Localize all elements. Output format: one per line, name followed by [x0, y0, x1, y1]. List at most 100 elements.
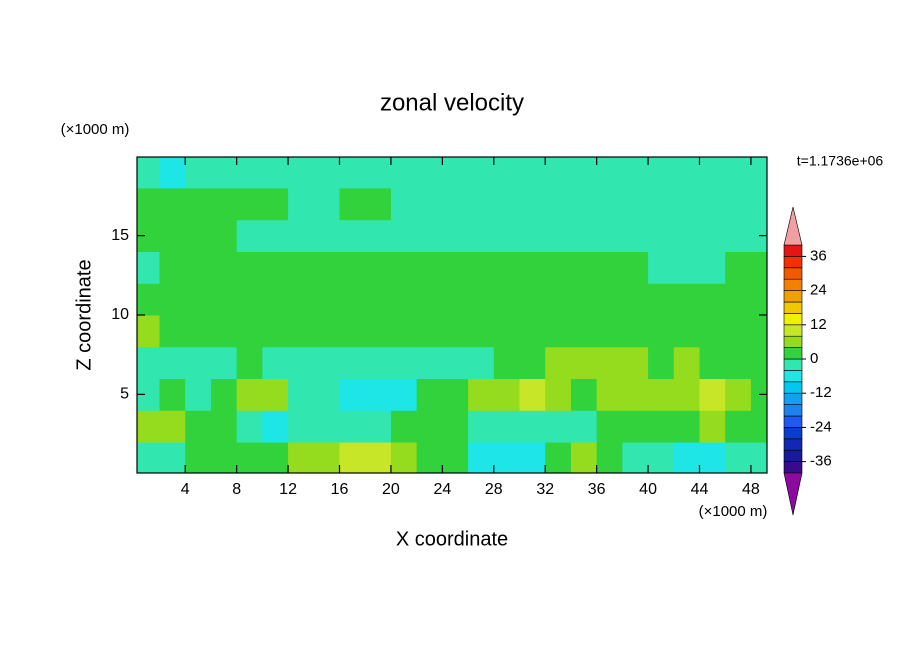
- contour-field: [137, 157, 767, 473]
- contour-cell: [519, 219, 546, 252]
- contour-cell: [288, 187, 315, 221]
- x-axis-label: X coordinate: [396, 528, 508, 550]
- contour-cell: [622, 187, 649, 221]
- contour-cell: [390, 219, 418, 252]
- contour-cell: [288, 410, 315, 443]
- contour-cell: [673, 219, 700, 252]
- contour-cell: [313, 157, 340, 189]
- colorbar-label: 24: [810, 282, 827, 299]
- contour-cell: [365, 378, 392, 411]
- contour-cell: [210, 283, 238, 316]
- contour-cell: [673, 378, 700, 411]
- contour-cell: [519, 378, 546, 411]
- contour-cell: [596, 442, 623, 473]
- contour-cell: [622, 157, 649, 189]
- contour-cell: [622, 410, 649, 443]
- contour-cell: [159, 251, 186, 284]
- contour-cell: [339, 251, 366, 284]
- contour-cell: [545, 378, 572, 411]
- contour-cell: [416, 378, 443, 411]
- x-tick-label: 44: [691, 481, 709, 498]
- contour-cell: [699, 410, 726, 443]
- contour-cell: [185, 442, 212, 473]
- contour-cell: [288, 378, 315, 411]
- colorbar-extension: [783, 206, 803, 246]
- contour-cell: [545, 157, 572, 189]
- contour-cell: [545, 315, 572, 348]
- contour-cell: [596, 219, 623, 252]
- y-unit: (×1000 m): [61, 121, 130, 138]
- contour-cell: [622, 283, 649, 316]
- contour-cell: [648, 378, 675, 411]
- contour-cell: [390, 378, 418, 411]
- contour-cell: [236, 442, 263, 473]
- contour-cell: [365, 157, 392, 189]
- contour-cell: [673, 410, 700, 443]
- contour-cell: [236, 251, 263, 284]
- colorbar-extension: [783, 472, 803, 516]
- contour-cell: [185, 315, 212, 348]
- x-tick-label: 16: [331, 481, 349, 498]
- contour-cell: [159, 315, 186, 348]
- contour-cell: [416, 442, 443, 473]
- colorbar-box: [783, 404, 803, 417]
- contour-cell: [262, 187, 289, 221]
- contour-cell: [648, 410, 675, 443]
- contour-cell: [288, 219, 315, 252]
- x-tick-label: 28: [485, 481, 503, 498]
- contour-cell: [468, 187, 495, 221]
- contour-cell: [442, 378, 469, 411]
- contour-cell: [185, 187, 212, 221]
- contour-cell: [519, 442, 546, 473]
- contour-cell: [750, 187, 767, 221]
- contour-cell: [236, 410, 263, 443]
- contour-cell: [622, 315, 649, 348]
- contour-cell: [725, 283, 752, 316]
- contour-cell: [365, 410, 392, 443]
- contour-cell: [313, 219, 340, 252]
- contour-cell: [390, 187, 418, 221]
- contour-cell: [725, 251, 752, 284]
- contour-cell: [236, 315, 263, 348]
- contour-cell: [570, 315, 598, 348]
- contour-cell: [468, 346, 495, 380]
- contour-cell: [699, 283, 726, 316]
- contour-cell: [622, 442, 649, 473]
- contour-cell: [288, 346, 315, 380]
- colorbar-label: -24: [810, 418, 832, 435]
- contour-cell: [545, 346, 572, 380]
- y-axis-label: Z coordinate: [73, 259, 95, 370]
- contour-cell: [442, 251, 469, 284]
- contour-cell: [137, 283, 160, 316]
- contour-cell: [673, 157, 700, 189]
- contour-cell: [236, 187, 263, 221]
- contour-cell: [648, 315, 675, 348]
- contour-cell: [185, 378, 212, 411]
- contour-cell: [648, 251, 675, 284]
- x-tick-label: 8: [232, 481, 241, 498]
- contour-cell: [519, 283, 546, 316]
- contour-cell: [545, 219, 572, 252]
- colorbar-box: [783, 256, 803, 269]
- contour-cell: [210, 315, 238, 348]
- contour-cell: [596, 378, 623, 411]
- contour-cell: [750, 219, 767, 252]
- contour-cell: [468, 378, 495, 411]
- contour-cell: [545, 187, 572, 221]
- contour-cell: [596, 410, 623, 443]
- contour-cell: [570, 283, 598, 316]
- contour-cell: [210, 251, 238, 284]
- colorbar-box: [783, 449, 803, 462]
- contour-cell: [493, 378, 520, 411]
- contour-cell: [725, 378, 752, 411]
- contour-cell: [673, 283, 700, 316]
- contour-cell: [416, 187, 443, 221]
- y-tick-label: 5: [120, 386, 129, 403]
- contour-cell: [137, 315, 160, 348]
- contour-cell: [390, 410, 418, 443]
- contour-cell: [519, 315, 546, 348]
- contour-cell: [570, 442, 598, 473]
- contour-cell: [262, 315, 289, 348]
- contour-cell: [390, 315, 418, 348]
